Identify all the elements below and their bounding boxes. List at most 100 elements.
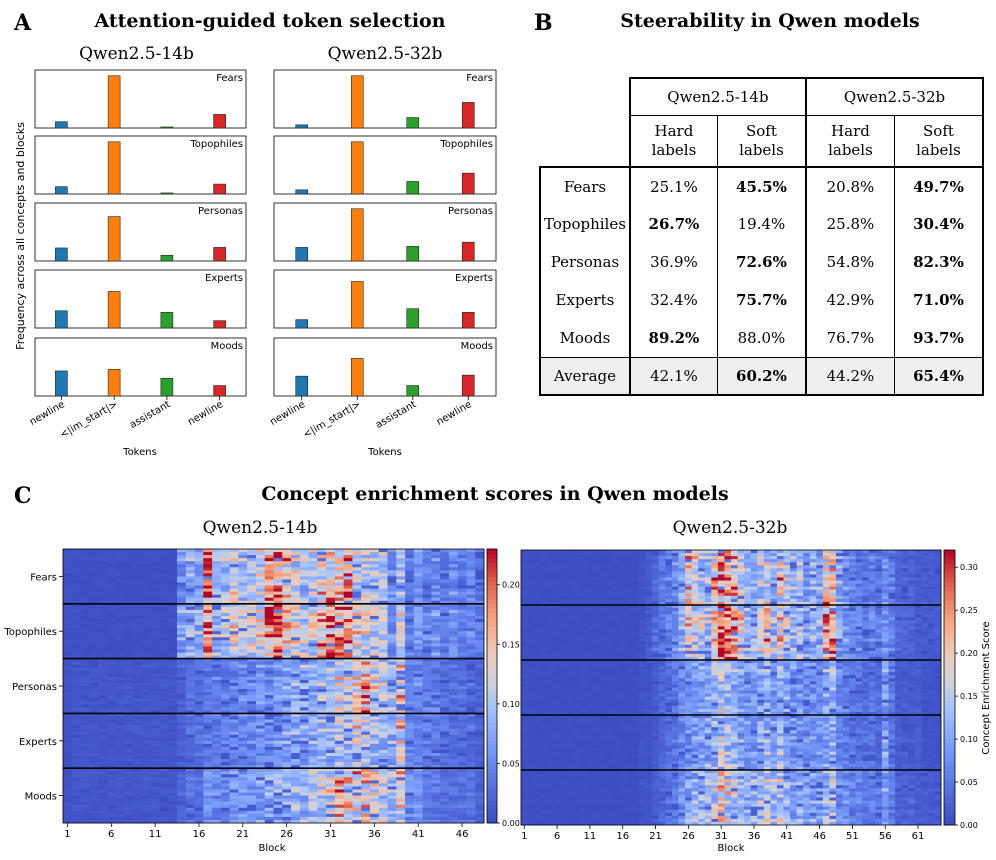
heatmap-cell [106, 643, 116, 647]
heatmap-cell [914, 550, 922, 554]
heatmap-cell [220, 734, 230, 739]
heatmap-cell [440, 634, 450, 638]
heatmap-cell [387, 771, 397, 775]
heatmap-cell [299, 792, 309, 796]
heatmap-cell [369, 819, 380, 824]
heatmap-cell [168, 695, 178, 699]
heatmap-cell [457, 555, 467, 559]
heatmap-cell [133, 549, 143, 553]
heatmap-cell [895, 562, 902, 566]
heatmap-cell [220, 777, 230, 781]
heatmap-cell [282, 646, 292, 650]
heatmap-cell [291, 786, 301, 790]
heatmap-cell [593, 556, 601, 560]
heatmap-cell [264, 622, 274, 626]
heatmap-cell [229, 558, 239, 562]
heatmap-cell [229, 649, 239, 653]
heatmap-cell [203, 743, 213, 748]
heatmap-cell [98, 801, 108, 806]
heatmap-cell [369, 637, 380, 641]
heatmap-cell [387, 777, 397, 781]
heatmap-cell [396, 728, 406, 733]
heatmap-cell [717, 550, 725, 554]
heatmap-cell [264, 570, 274, 574]
heatmap-cell [466, 655, 476, 659]
heatmap-cell [212, 549, 222, 553]
heatmap-cell [80, 682, 90, 687]
heatmap-cell [658, 568, 666, 572]
heatmap-cell [255, 713, 266, 717]
heatmap-cell [361, 771, 371, 775]
heatmap-cell [194, 722, 204, 726]
heatmap-cell [255, 570, 266, 574]
heatmap-cell [133, 759, 143, 763]
heatmap-cell [63, 777, 73, 781]
heatmap-cell [934, 550, 942, 554]
heatmap-cell [396, 606, 406, 611]
heatmap-cell [645, 553, 653, 557]
heatmap-cell [334, 555, 345, 559]
heatmap-cell [343, 549, 353, 553]
heatmap-cell [141, 588, 152, 592]
table-value-cell: 72.6% [717, 243, 807, 281]
heatmap-cell [168, 749, 178, 754]
heatmap-cell [98, 737, 108, 742]
heatmap-cell [405, 756, 415, 760]
heatmap-cell [80, 567, 90, 571]
heatmap-cell [405, 573, 415, 577]
heatmap-cell [124, 676, 134, 681]
heatmap-cell [475, 555, 485, 559]
steerability-table: Qwen2.5-14b Qwen2.5-32b Hard labels Soft l… [539, 77, 985, 396]
heatmap-cell [98, 743, 108, 748]
heatmap-cell [457, 597, 467, 602]
heatmap-cell [168, 801, 178, 806]
heatmap-cell [413, 640, 423, 644]
heatmap-cell [220, 652, 230, 656]
heatmap-cell [264, 819, 274, 824]
heatmap-cell [220, 689, 230, 693]
heatmap-cell [405, 777, 415, 781]
heatmap-cell [352, 743, 362, 748]
heatmap-cell [422, 734, 432, 739]
heatmap-cell [115, 615, 125, 620]
heatmap-cell [141, 795, 152, 799]
heatmap-cell [413, 783, 423, 787]
heatmap-cell [343, 786, 353, 790]
heatmap-cell [273, 643, 283, 647]
heatmap-cell [282, 670, 292, 675]
heatmap-cell [203, 798, 213, 803]
heatmap-cell [133, 634, 143, 638]
heatmap-cell [352, 573, 362, 577]
heatmap-cell [361, 795, 371, 799]
heatmap-cell [229, 713, 239, 717]
colorbar-segment [487, 549, 497, 554]
heatmap-cell [168, 682, 178, 687]
heatmap-cell [264, 594, 274, 599]
heatmap-cell [387, 591, 397, 596]
heatmap-cell [133, 640, 143, 644]
heatmap-cell [308, 667, 318, 672]
heatmap-cell [326, 625, 336, 629]
heatmap-cell [593, 568, 601, 572]
heatmap-cell [80, 783, 90, 787]
heatmap-cell [273, 749, 283, 754]
heatmap-cell [247, 655, 257, 659]
heatmap-cell [619, 556, 627, 560]
heatmap-cell [921, 553, 929, 557]
heatmap-cell [540, 559, 548, 563]
heatmap-cell [63, 649, 73, 653]
heatmap-cell [299, 698, 309, 702]
heatmap-cell [63, 619, 73, 623]
heatmap-cell [89, 743, 99, 748]
heatmap-cell [413, 628, 423, 632]
heatmap-cell [422, 564, 432, 568]
heatmap-cell [255, 549, 266, 553]
heatmap-cell [238, 612, 248, 617]
heatmap-cell [413, 619, 423, 623]
heatmap-cell [475, 698, 485, 702]
heatmap-cell [264, 810, 274, 815]
heatmap-cell [106, 771, 116, 775]
heatmap-cell [413, 643, 423, 647]
heatmap-cell [177, 573, 187, 577]
heatmap-cell [717, 562, 725, 566]
